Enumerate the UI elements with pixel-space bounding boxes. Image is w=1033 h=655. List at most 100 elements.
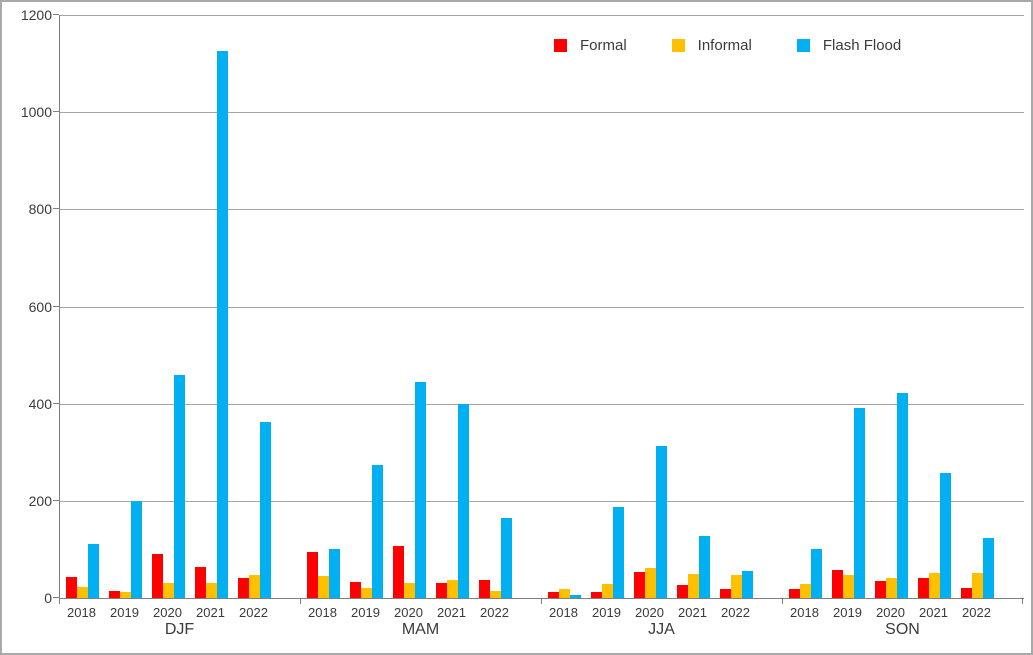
bar-formal-mam-2022[interactable]	[479, 580, 490, 598]
y-axis-tick-mark-800	[53, 208, 59, 210]
bar-informal-jja-2018[interactable]	[559, 589, 570, 598]
cluster-son-2019	[832, 15, 865, 598]
bar-flash-flood-mam-2019[interactable]	[372, 465, 383, 598]
cluster-jja-2019	[591, 15, 624, 598]
bar-informal-djf-2021[interactable]	[206, 583, 217, 598]
bar-informal-mam-2021[interactable]	[447, 580, 458, 598]
year-label-son-2019: 2019	[833, 605, 862, 620]
cluster-jja-2018	[548, 15, 581, 598]
bar-flash-flood-son-2021[interactable]	[940, 473, 951, 598]
gridline-800	[60, 209, 1024, 211]
year-label-son-2020: 2020	[876, 605, 905, 620]
cluster-mam-2021	[436, 15, 469, 598]
bar-formal-djf-2022[interactable]	[238, 578, 249, 598]
bar-informal-son-2019[interactable]	[843, 575, 854, 598]
year-label-djf-2021: 2021	[196, 605, 225, 620]
informal-swatch-icon	[671, 39, 685, 52]
bar-informal-son-2020[interactable]	[886, 578, 897, 598]
y-axis-tick-label-800: 800	[28, 201, 52, 218]
bar-informal-djf-2019[interactable]	[120, 592, 131, 598]
bar-flash-flood-mam-2020[interactable]	[415, 382, 426, 598]
bar-formal-son-2020[interactable]	[875, 581, 886, 598]
cluster-mam-2019	[350, 15, 383, 598]
bar-flash-flood-son-2018[interactable]	[811, 549, 822, 598]
gridline-200	[60, 500, 1024, 502]
year-label-djf-2018: 2018	[67, 605, 96, 620]
bar-flash-flood-djf-2020[interactable]	[174, 375, 185, 598]
bar-formal-djf-2020[interactable]	[152, 554, 163, 598]
bar-flash-flood-jja-2021[interactable]	[699, 536, 710, 598]
x-axis-tick-mark-4	[1022, 599, 1023, 604]
year-label-jja-2018: 2018	[549, 605, 578, 620]
bar-formal-son-2022[interactable]	[961, 588, 972, 598]
bar-informal-mam-2022[interactable]	[490, 591, 501, 598]
year-label-mam-2018: 2018	[308, 605, 337, 620]
bar-formal-son-2021[interactable]	[918, 578, 929, 598]
y-axis-tick-label-200: 200	[28, 492, 52, 509]
bar-flash-flood-jja-2018[interactable]	[570, 595, 581, 598]
bar-informal-son-2022[interactable]	[972, 573, 983, 598]
bar-informal-jja-2020[interactable]	[645, 568, 656, 598]
bar-flash-flood-son-2020[interactable]	[897, 393, 908, 598]
bar-formal-mam-2021[interactable]	[436, 583, 447, 598]
bar-formal-jja-2020[interactable]	[634, 572, 645, 598]
bar-formal-mam-2020[interactable]	[393, 546, 404, 598]
year-label-mam-2021: 2021	[437, 605, 466, 620]
bar-flash-flood-mam-2018[interactable]	[329, 549, 340, 598]
bar-informal-jja-2022[interactable]	[731, 575, 742, 598]
bar-flash-flood-son-2019[interactable]	[854, 408, 865, 598]
y-axis-tick-label-0: 0	[44, 590, 52, 606]
bar-flash-flood-jja-2019[interactable]	[613, 507, 624, 598]
formal-swatch-icon	[554, 39, 567, 52]
bar-informal-son-2018[interactable]	[800, 584, 811, 598]
bar-formal-jja-2019[interactable]	[591, 592, 602, 598]
legend-label-informal: Informal	[697, 37, 752, 54]
y-axis-tick-label-1200: 1200	[20, 7, 52, 23]
bar-informal-djf-2020[interactable]	[163, 583, 174, 598]
legend-item-formal[interactable]: Formal	[554, 37, 627, 54]
year-label-jja-2020: 2020	[635, 605, 664, 620]
bar-flash-flood-jja-2022[interactable]	[742, 571, 753, 598]
year-label-djf-2022: 2022	[239, 605, 268, 620]
bar-flash-flood-djf-2019[interactable]	[131, 501, 142, 598]
bar-formal-djf-2021[interactable]	[195, 567, 206, 598]
bar-formal-jja-2021[interactable]	[677, 585, 688, 598]
bar-formal-son-2018[interactable]	[789, 589, 800, 598]
y-axis-tick-label-400: 400	[28, 395, 52, 412]
year-label-son-2018: 2018	[790, 605, 819, 620]
bar-flash-flood-djf-2022[interactable]	[260, 422, 271, 598]
bar-formal-mam-2018[interactable]	[307, 552, 318, 598]
bar-formal-mam-2019[interactable]	[350, 582, 361, 598]
bar-formal-djf-2019[interactable]	[109, 591, 120, 598]
y-axis-tick-mark-0	[53, 597, 59, 598]
legend-item-flash-flood[interactable]: Flash Flood	[796, 37, 901, 54]
x-axis-tick-mark-1	[300, 599, 301, 604]
bar-informal-mam-2018[interactable]	[318, 576, 329, 598]
bar-formal-jja-2018[interactable]	[548, 592, 559, 598]
legend-item-informal[interactable]: Informal	[671, 37, 752, 54]
bar-formal-djf-2018[interactable]	[66, 577, 77, 598]
year-label-jja-2019: 2019	[592, 605, 621, 620]
bar-informal-djf-2018[interactable]	[77, 587, 88, 598]
bar-informal-mam-2019[interactable]	[361, 588, 372, 598]
bar-informal-son-2021[interactable]	[929, 573, 940, 598]
bar-formal-jja-2022[interactable]	[720, 589, 731, 598]
gridline-1200	[60, 15, 1024, 16]
plot-area	[59, 15, 1024, 599]
bar-formal-son-2019[interactable]	[832, 570, 843, 598]
bar-flash-flood-jja-2020[interactable]	[656, 446, 667, 598]
bar-flash-flood-djf-2018[interactable]	[88, 544, 99, 598]
cluster-son-2022	[961, 15, 994, 598]
legend-label-formal: Formal	[580, 37, 627, 54]
bar-flash-flood-mam-2021[interactable]	[458, 404, 469, 598]
bar-informal-jja-2019[interactable]	[602, 584, 613, 598]
bar-flash-flood-son-2022[interactable]	[983, 538, 994, 598]
y-axis-tick-mark-200	[53, 499, 59, 501]
bar-informal-djf-2022[interactable]	[249, 575, 260, 598]
bar-flash-flood-mam-2022[interactable]	[501, 518, 512, 598]
bar-informal-mam-2020[interactable]	[404, 583, 415, 598]
bar-flash-flood-djf-2021[interactable]	[217, 51, 228, 598]
bar-informal-jja-2021[interactable]	[688, 574, 699, 598]
y-axis-tick-mark-1000	[53, 111, 59, 113]
